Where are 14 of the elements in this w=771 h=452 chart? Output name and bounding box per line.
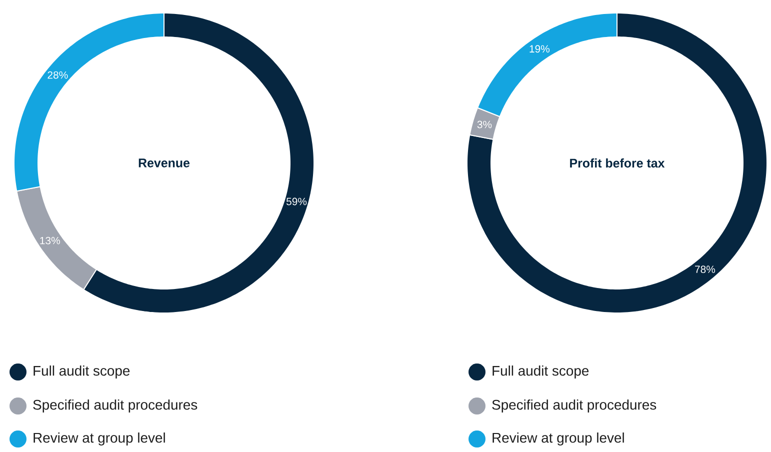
data-label: 13% xyxy=(40,236,60,244)
legend-label: Full audit scope xyxy=(492,365,589,378)
data-label: 28% xyxy=(48,71,68,79)
data-label: 59% xyxy=(286,198,307,206)
data-label: 3% xyxy=(477,120,492,128)
text: Profit before tax xyxy=(570,158,665,168)
legend-label: Specified audit procedures xyxy=(492,399,656,412)
data-label: 19% xyxy=(530,45,550,53)
text: Revenue xyxy=(138,158,190,168)
legend-label: Review at group level xyxy=(34,432,165,446)
legend-label: Review at group level xyxy=(492,432,624,446)
data-label: 78% xyxy=(695,266,716,274)
legend-label: Specified audit procedures xyxy=(33,399,198,412)
legend-label: Full audit scope xyxy=(34,365,130,378)
